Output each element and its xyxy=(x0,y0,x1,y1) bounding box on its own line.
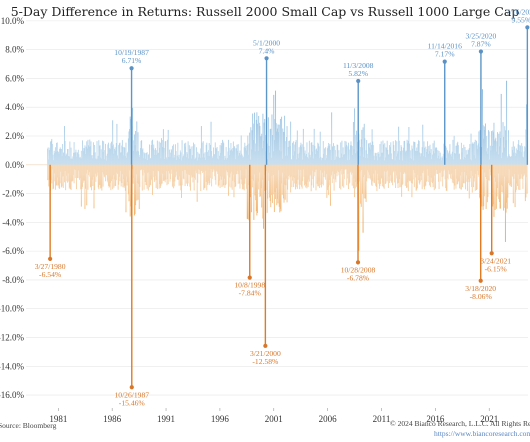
spike-marker xyxy=(442,59,447,64)
y-tick-label: -16.0% xyxy=(0,390,24,400)
spike-marker xyxy=(355,260,361,265)
annotation-date: 3/21/2000 xyxy=(250,349,281,358)
x-tick-label: 2021 xyxy=(480,414,498,424)
spike-marker xyxy=(264,56,269,61)
annotation-date: 3/24/2021 xyxy=(480,256,511,265)
x-tick-label: 2006 xyxy=(319,414,338,424)
x-tick-label: 1991 xyxy=(157,414,175,424)
spike-marker xyxy=(356,78,361,84)
spike-marker xyxy=(129,66,134,71)
annotation-value: -12.58% xyxy=(252,357,279,366)
spike-marker xyxy=(48,256,53,262)
spike-marker xyxy=(489,251,494,256)
x-tick-label: 1981 xyxy=(49,414,67,424)
spike-marker xyxy=(478,278,483,283)
annotation-value: -8.06% xyxy=(470,292,493,301)
y-tick-label: -4.0% xyxy=(2,217,24,227)
x-tick-label: 1996 xyxy=(211,414,230,424)
x-tick-label: 2016 xyxy=(426,414,445,424)
annotation-value: -6.15% xyxy=(485,264,508,273)
spike-marker xyxy=(478,49,484,54)
y-tick-label: 6.0% xyxy=(5,73,24,83)
annotation-date: 3/18/2020 xyxy=(465,284,496,293)
source-note: Source: Bloomberg xyxy=(0,421,57,430)
annotation-date: 3/25/2020 xyxy=(466,32,497,41)
spike-marker xyxy=(247,275,252,280)
annotation-value: -6.78% xyxy=(347,273,370,282)
y-tick-label: 8.0% xyxy=(5,45,24,55)
annotation-value: 5.82% xyxy=(348,69,368,78)
bars xyxy=(47,80,528,251)
annotation-value: -7.84% xyxy=(239,289,262,298)
annotation-date: 5/1/2000 xyxy=(253,38,280,47)
axis-ticks: 10.0% 8.0% 6.0% 4.0% 2.0% 0.0% -2.0% -4.0% -6.0%… xyxy=(0,16,498,424)
y-tick-label: 2.0% xyxy=(5,131,24,141)
annotation-value: 7.87% xyxy=(471,40,491,49)
annotation-date: 11/14/2016 xyxy=(428,42,463,51)
y-tick-label: -2.0% xyxy=(2,189,24,199)
y-tick-label: -10.0% xyxy=(0,304,24,314)
y-tick-label: -12.0% xyxy=(0,332,24,342)
annotation-value: -6.54% xyxy=(39,270,62,279)
y-tick-label: 4.0% xyxy=(5,102,24,112)
spike-marker xyxy=(129,385,134,390)
annotation-date: 11/3/2008 xyxy=(343,61,374,70)
annotation-date: 3/27/1980 xyxy=(35,262,66,271)
x-tick-label: 2001 xyxy=(265,414,283,424)
gridlines xyxy=(26,20,528,396)
x-tick-label: 1986 xyxy=(103,414,122,424)
y-tick-label: 10.0% xyxy=(1,16,25,26)
website-link[interactable]: https://www.biancoresearch.com xyxy=(434,429,530,438)
annotation-date: 7/16/2024 xyxy=(506,7,530,16)
spike-marker xyxy=(263,343,268,348)
annotation-date: 10/26/1987 xyxy=(114,390,149,399)
annotation-value: -15.46% xyxy=(119,398,146,407)
annotation-value: 6.71% xyxy=(122,56,142,65)
x-tick-label: 2011 xyxy=(373,414,391,424)
chart-title: 5-Day Difference in Returns: Russell 200… xyxy=(11,4,520,19)
y-tick-label: -8.0% xyxy=(2,275,24,285)
annotation-value: 7.4% xyxy=(259,46,275,55)
spike-marker xyxy=(525,25,530,30)
annotation-date: 10/8/1998 xyxy=(234,281,265,290)
y-tick-label: -14.0% xyxy=(0,361,24,371)
copyright-note: © 2024 Bianco Research, L.L.C. All Right… xyxy=(390,419,530,428)
y-tick-label: 0.0% xyxy=(5,160,24,170)
annotation-value: 9.55% xyxy=(512,15,530,24)
y-tick-label: -6.0% xyxy=(2,246,24,256)
annotation-date: 10/28/2008 xyxy=(341,265,376,274)
annotation-value: 7.17% xyxy=(435,50,455,59)
annotation-date: 10/19/1987 xyxy=(114,48,149,57)
